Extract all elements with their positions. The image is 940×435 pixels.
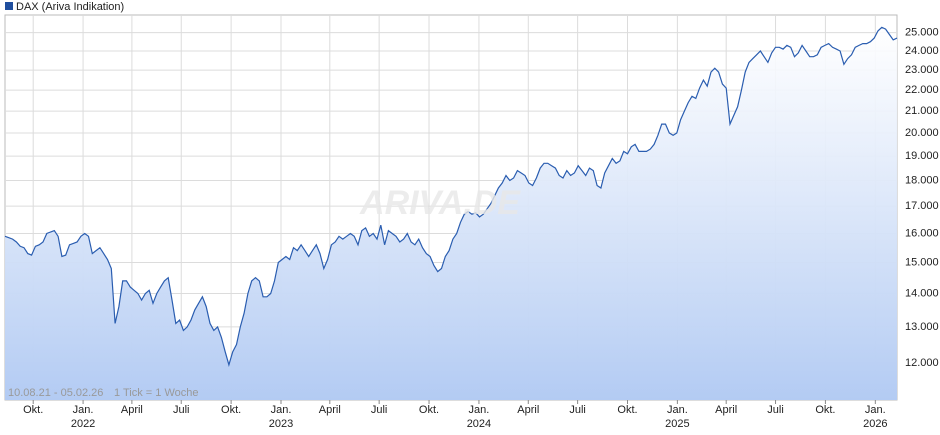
legend-label: DAX (Ariva Indikation) xyxy=(16,1,124,13)
line xyxy=(4,26,898,367)
y-tick-label: 20.000 xyxy=(905,127,939,139)
x-tick-label: April xyxy=(517,404,539,416)
x-tick-label: April xyxy=(715,404,737,416)
x-tick-label: Juli xyxy=(371,404,388,416)
x-tick-label: Jan. xyxy=(667,404,688,416)
watermark: ARIVA.DE xyxy=(359,184,521,222)
y-tick-label: 13.000 xyxy=(905,321,939,333)
y-tick-label: 21.000 xyxy=(905,105,939,117)
x-tick-label: April xyxy=(319,404,341,416)
y-tick-label: 19.000 xyxy=(905,150,939,162)
y-tick-label: 17.000 xyxy=(905,200,939,212)
x-tick-year: 2025 xyxy=(665,418,689,430)
x-tick-label: Okt. xyxy=(23,404,43,416)
x-tick-label: Okt. xyxy=(419,404,439,416)
x-tick-label: Jan. xyxy=(469,404,490,416)
y-tick-label: 12.000 xyxy=(905,357,939,369)
y-tick-label: 18.000 xyxy=(905,174,939,186)
y-tick-label: 14.000 xyxy=(905,287,939,299)
x-tick-label: Jan. xyxy=(271,404,292,416)
x-tick-label: Juli xyxy=(767,404,784,416)
x-tick-year: 2022 xyxy=(71,418,95,430)
x-tick-label: Jan. xyxy=(865,404,886,416)
x-tick-label: Okt. xyxy=(815,404,835,416)
x-tick-label: Okt. xyxy=(221,404,241,416)
x-tick-year: 2024 xyxy=(467,418,491,430)
y-tick-label: 15.000 xyxy=(905,256,939,268)
x-tick-label: Okt. xyxy=(617,404,637,416)
legend-swatch xyxy=(5,2,13,10)
y-tick-label: 16.000 xyxy=(905,227,939,239)
footnote-tick: 1 Tick = 1 Woche xyxy=(114,387,198,399)
x-tick-year: 2023 xyxy=(269,418,293,430)
x-tick-year: 2026 xyxy=(863,418,887,430)
y-tick-label: 23.000 xyxy=(905,64,939,76)
x-tick-label: April xyxy=(121,404,143,416)
x-tick-label: Jan. xyxy=(73,404,94,416)
footnote-range: 10.08.21 - 05.02.26 xyxy=(8,387,103,399)
x-tick-label: Juli xyxy=(569,404,586,416)
y-tick-label: 22.000 xyxy=(905,84,939,96)
y-tick-label: 25.000 xyxy=(905,27,939,39)
area xyxy=(5,27,897,401)
y-tick-label: 24.000 xyxy=(905,45,939,57)
x-tick-label: Juli xyxy=(173,404,190,416)
